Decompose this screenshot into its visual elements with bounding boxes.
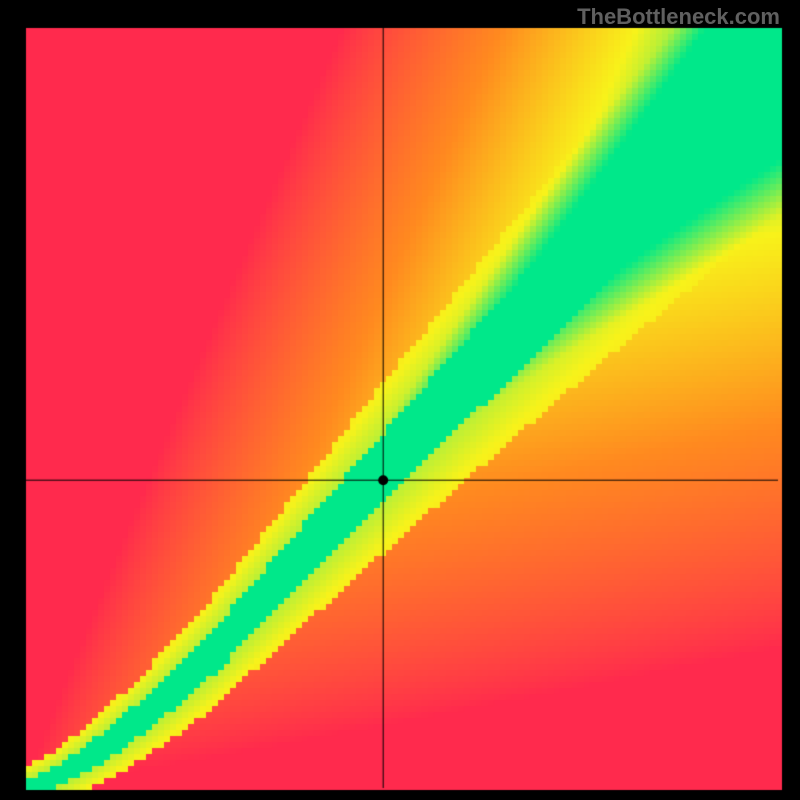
bottleneck-heatmap [0,0,800,800]
chart-container: TheBottleneck.com [0,0,800,800]
